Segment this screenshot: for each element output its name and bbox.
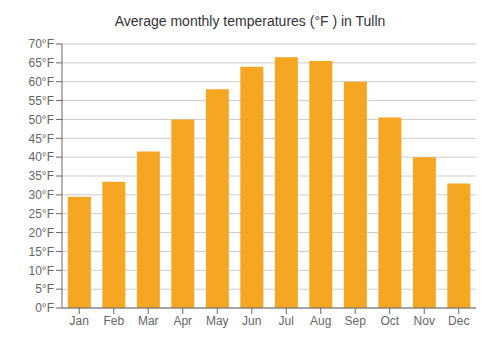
svg-text:Jul: Jul bbox=[279, 314, 294, 328]
svg-text:70°F: 70°F bbox=[29, 37, 54, 51]
svg-text:Feb: Feb bbox=[103, 314, 124, 328]
svg-text:Nov: Nov bbox=[414, 314, 435, 328]
svg-text:0°F: 0°F bbox=[35, 301, 54, 315]
svg-text:5°F: 5°F bbox=[35, 282, 54, 296]
svg-text:Jun: Jun bbox=[242, 314, 261, 328]
svg-text:May: May bbox=[206, 314, 229, 328]
svg-text:Aug: Aug bbox=[310, 314, 331, 328]
svg-text:Mar: Mar bbox=[138, 314, 159, 328]
svg-text:65°F: 65°F bbox=[29, 56, 54, 70]
svg-text:35°F: 35°F bbox=[29, 169, 54, 183]
svg-text:10°F: 10°F bbox=[29, 264, 54, 278]
svg-text:60°F: 60°F bbox=[29, 75, 54, 89]
svg-text:45°F: 45°F bbox=[29, 132, 54, 146]
svg-text:55°F: 55°F bbox=[29, 94, 54, 108]
svg-text:Apr: Apr bbox=[173, 314, 192, 328]
svg-text:50°F: 50°F bbox=[29, 113, 54, 127]
svg-text:40°F: 40°F bbox=[29, 150, 54, 164]
svg-text:20°F: 20°F bbox=[29, 226, 54, 240]
svg-text:25°F: 25°F bbox=[29, 207, 54, 221]
svg-text:Jan: Jan bbox=[70, 314, 89, 328]
svg-text:15°F: 15°F bbox=[29, 245, 54, 259]
svg-text:Dec: Dec bbox=[448, 314, 469, 328]
html-text:Average monthly temperatures (: Average monthly temperatures (°F ) in Tu… bbox=[114, 13, 386, 29]
svg-text:Sep: Sep bbox=[345, 314, 367, 328]
svg-text:30°F: 30°F bbox=[29, 188, 54, 202]
svg-text:Oct: Oct bbox=[380, 314, 399, 328]
